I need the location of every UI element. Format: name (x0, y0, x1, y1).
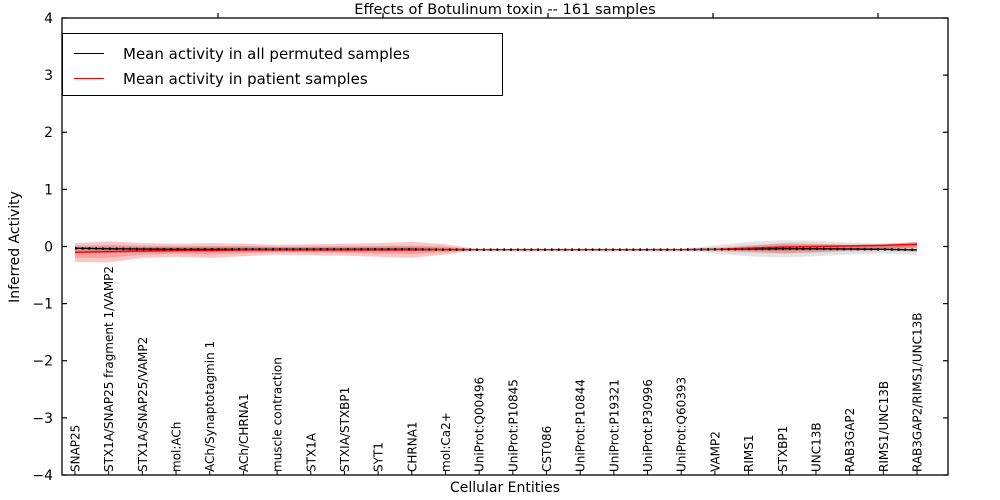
x-category-label: UniProt:Q60393 (675, 377, 689, 472)
y-axis-label: Inferred Activity (7, 191, 23, 303)
line-patient-mean (74, 243, 918, 253)
y-tick-label: 1 (44, 182, 53, 198)
x-category-label: mol:Ca2+ (439, 412, 453, 472)
y-tick-label: 0 (44, 239, 53, 255)
y-tick-label: 2 (44, 125, 53, 141)
x-category-label: UniProt:Q00496 (473, 377, 487, 472)
x-category-label: UniProt:P10844 (574, 379, 588, 472)
x-category-label: UniProt:P30996 (641, 379, 655, 472)
x-category-label: VAMP2 (708, 431, 722, 472)
x-category-label: CST086 (540, 426, 554, 472)
x-category-label: UNC13B (809, 422, 823, 472)
x-category-label: RIMS1/UNC13B (877, 381, 891, 472)
x-category-label: CHRNA1 (405, 421, 419, 472)
chart-title: Effects of Botulinum toxin -- 161 sample… (354, 1, 656, 18)
y-tick-label: −3 (32, 411, 53, 427)
patient-line-sample-icon (74, 78, 104, 79)
y-tick-label: −2 (32, 354, 53, 370)
legend-item-patient: Mean activity in patient samples (63, 66, 502, 91)
legend-label: Mean activity in patient samples (123, 69, 368, 88)
x-category-label: STX1A (304, 432, 318, 472)
x-category-label: ACh/Synaptotagmin 1 (203, 341, 217, 472)
y-tick-label: −4 (32, 468, 53, 484)
x-category-label: ACh/CHRNA1 (237, 393, 251, 472)
x-category-label: RIMS1 (742, 435, 756, 472)
x-category-label: RAB3GAP2/RIMS1/UNC13B (911, 312, 925, 472)
y-tick-label: 4 (44, 11, 53, 27)
legend-label: Mean activity in all permuted samples (123, 44, 410, 63)
x-category-label: UniProt:P10845 (506, 379, 520, 472)
x-category-label: STX1A/SNAP25 fragment 1/VAMP2 (102, 266, 116, 472)
legend-item-permuted: Mean activity in all permuted samples (63, 41, 502, 66)
y-tick-label: 3 (44, 68, 53, 84)
x-category-label: SYT1 (372, 442, 386, 472)
x-category-label: STXIA/STXBP1 (338, 387, 352, 472)
x-category-label: SNAP25 (69, 425, 83, 472)
x-category-label: UniProt:P19321 (607, 379, 621, 472)
line-markers (74, 246, 918, 252)
x-category-label: muscle contraction (271, 357, 285, 472)
x-category-label: STXBP1 (776, 426, 790, 472)
x-category-label: STX1A/SNAP25/VAMP2 (136, 337, 150, 472)
x-axis-label: Cellular Entities (449, 480, 561, 496)
legend: Mean activity in all permuted samples Me… (62, 33, 503, 96)
x-category-label: mol:ACh (170, 422, 184, 472)
y-tick-label: −1 (32, 297, 53, 313)
permuted-line-sample-icon (74, 53, 104, 54)
band-patient (75, 241, 917, 263)
x-category-label: RAB3GAP2 (843, 408, 857, 472)
